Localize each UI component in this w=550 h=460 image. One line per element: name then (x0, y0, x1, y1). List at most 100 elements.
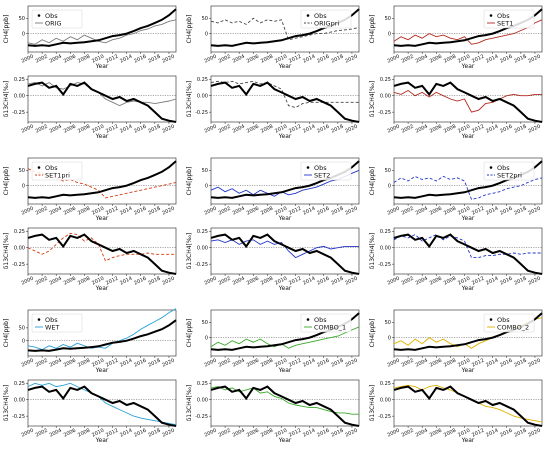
legend-obs-label: Obs (314, 316, 327, 324)
x-tick-label: 2004 (49, 428, 63, 439)
series-combo_1-line (210, 326, 360, 349)
d13c-axes-frame (210, 227, 360, 275)
panel-origpri: 0 50 2000 2002 2004 2006 2008 2010 2012 2014 2016 2… (183, 0, 366, 156)
y-tick-label: 0 (388, 335, 391, 341)
x-tick-label: 2020 (344, 124, 358, 135)
legend-model-label: SET2pri (497, 172, 522, 180)
x-tick-label: 2002 (35, 276, 49, 287)
x-axis-label: Year (278, 437, 292, 444)
x-tick-label: 2020 (161, 206, 175, 217)
x-axis-label: Year (461, 63, 475, 70)
d13c-axes-frame (27, 227, 177, 275)
x-tick-label: 2012 (471, 276, 485, 287)
x-axis-label: Year (278, 133, 292, 140)
y-axis-label: δ13CH4[‰] (186, 81, 193, 118)
y-tick-label: 0 (205, 183, 208, 189)
panel-set1pri: 0 50 2000 2002 2004 2006 2008 2010 2012 2014 2016 2… (0, 152, 183, 308)
y-tick-label: 0.00 (14, 94, 25, 100)
x-axis-label: Year (95, 63, 109, 70)
x-tick-label: 2016 (316, 124, 330, 135)
x-tick-label: 2000 (21, 54, 35, 65)
y-tick-label: 0 (205, 335, 208, 341)
y-tick-label: 50 (19, 168, 25, 174)
x-tick-label: 2004 (49, 54, 63, 65)
x-tick-label: 2010 (91, 358, 105, 369)
x-tick-label: 2010 (457, 206, 471, 217)
x-tick-label: 2006 (63, 358, 77, 369)
x-tick-label: 2016 (133, 54, 147, 65)
legend-obs-marker (489, 166, 493, 169)
x-tick-label: 2012 (288, 54, 302, 65)
y-tick-label: 0.00 (197, 246, 208, 252)
series-wet-line (27, 308, 177, 351)
x-tick-label: 2010 (91, 428, 105, 439)
x-tick-label: 2018 (513, 428, 527, 439)
x-tick-label: 2012 (105, 54, 119, 65)
x-tick-label: 2010 (91, 124, 105, 135)
y-tick-label: 50 (202, 16, 208, 22)
ch4-axes-frame (27, 309, 177, 357)
x-tick-label: 2016 (499, 358, 513, 369)
x-tick-label: 2002 (218, 124, 232, 135)
series-obs-line (27, 233, 177, 275)
legend-box (300, 313, 352, 333)
legend-model-label: SET1pri (45, 172, 70, 180)
x-tick-label: 2008 (443, 358, 457, 369)
series-obs-line (210, 81, 360, 123)
x-tick-label: 2000 (387, 276, 401, 287)
x-tick-label: 2010 (274, 54, 288, 65)
legend-obs-label: Obs (497, 316, 510, 324)
x-tick-label: 2016 (499, 276, 513, 287)
legend-box (31, 9, 83, 29)
x-tick-label: 2004 (49, 358, 63, 369)
x-tick-label: 2002 (35, 428, 49, 439)
x-tick-label: 2020 (161, 124, 175, 135)
y-axis-label: δ13CH4[‰] (3, 385, 10, 422)
x-tick-label: 2012 (105, 358, 119, 369)
x-tick-label: 2014 (302, 428, 316, 439)
legend-model-label: ORIGpri (314, 20, 339, 28)
x-tick-label: 2008 (77, 124, 91, 135)
x-tick-label: 2006 (246, 206, 260, 217)
x-tick-label: 2012 (288, 428, 302, 439)
x-tick-label: 2008 (443, 428, 457, 439)
y-tick-label: 0 (388, 31, 391, 37)
series-obs-line (210, 233, 360, 275)
x-tick-label: 2012 (105, 276, 119, 287)
legend-box (483, 313, 535, 333)
y-tick-label: 50 (202, 168, 208, 174)
y-tick-label: 0.00 (197, 398, 208, 404)
series-wet-line (27, 382, 177, 426)
x-axis-label: Year (461, 285, 475, 292)
series-obs-line (27, 160, 177, 199)
y-tick-label: 0.25 (14, 229, 25, 235)
series-obs-line (27, 81, 177, 123)
y-tick-label: 50 (19, 16, 25, 22)
x-axis-label: Year (95, 285, 109, 292)
series-obs-line (27, 385, 177, 427)
x-tick-label: 2020 (344, 276, 358, 287)
y-axis-label: CH4[ppb] (369, 167, 376, 196)
x-axis-label: Year (95, 133, 109, 140)
legend-obs-marker (37, 318, 41, 321)
legend-model-label: SET2 (314, 172, 330, 180)
y-axis-label: δ13CH4[‰] (3, 233, 10, 270)
ch4-axes-frame (393, 157, 543, 205)
y-axis-label: CH4[ppb] (186, 15, 193, 44)
legend-obs-label: Obs (314, 164, 327, 172)
x-tick-label: 2000 (21, 428, 35, 439)
x-tick-label: 2014 (485, 276, 499, 287)
legend-obs-marker (306, 14, 310, 17)
x-tick-label: 2008 (260, 54, 274, 65)
y-tick-label: -0.25 (12, 262, 25, 268)
x-tick-label: 2016 (499, 428, 513, 439)
panel-set2: 0 50 2000 2002 2004 2006 2008 2010 2012 2014 2016 2… (183, 152, 366, 308)
legend-box (31, 313, 83, 333)
x-tick-label: 2000 (204, 54, 218, 65)
x-tick-label: 2002 (35, 54, 49, 65)
x-tick-label: 2012 (105, 206, 119, 217)
